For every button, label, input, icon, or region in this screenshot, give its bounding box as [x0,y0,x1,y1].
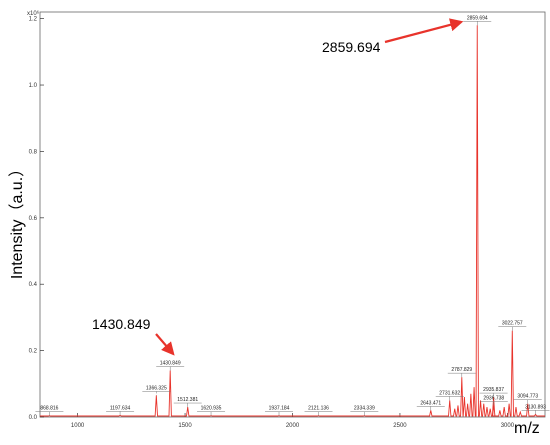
peak-label: 2334.339 [354,406,375,412]
callout-label-high: 2859.694 [322,39,381,55]
x-tick-label: 2500 [393,423,407,429]
spectrum-series [40,25,545,417]
x-tick-label: 1000 [71,423,85,429]
peak-label: 2731.632 [439,390,460,396]
callout-arrow-high [384,18,464,44]
peak-label: 1197.634 [110,405,131,411]
y-tick-label: 0.2 [29,349,38,355]
x-axis-title: m/z [514,420,540,437]
peak-label: 1620.935 [201,406,222,412]
peak-label: 2643.471 [420,400,441,406]
y-tick-label: 0.8 [29,149,38,155]
peak-label: 2787.829 [451,367,472,373]
y-tick-label: 0.4 [29,282,38,288]
peak-label: 3130.893 [525,404,546,410]
y-axis-title: Intensity（a.u.） [9,160,26,280]
y-tick-label: 1.2 [29,17,38,23]
peak-label: 2859.694 [467,15,488,21]
peak-label: 1937.184 [269,406,290,412]
y-axis-title-box: Intensity（a.u.） [2,20,28,420]
plot-frame [39,11,546,418]
peak-label: 2936.738 [483,395,504,401]
peak-label: 2121.136 [308,406,329,412]
x-tick-label: 1500 [178,423,192,429]
x-tick-label: 3000 [501,423,515,429]
y-scale-label: x10⁶ [27,11,40,17]
peak-label: 1430.849 [160,361,181,367]
y-tick-label: 0.0 [29,415,38,421]
peak-label: 1512.381 [177,397,198,403]
peak-label: 2935.837 [483,387,504,393]
peak-label: 868.816 [40,406,58,412]
callout-arrow-low [155,333,175,356]
x-tick-label: 2000 [286,423,300,429]
peak-label: 3094.773 [517,394,538,400]
y-tick-label: 1.0 [29,83,38,89]
callout-label-low: 1430.849 [92,316,151,332]
peak-label: 1366.325 [146,385,167,391]
peak-label: 3022.757 [502,321,523,327]
y-tick-label: 0.6 [29,216,38,222]
